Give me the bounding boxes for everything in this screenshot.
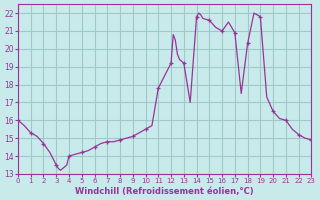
X-axis label: Windchill (Refroidissement éolien,°C): Windchill (Refroidissement éolien,°C) <box>76 187 254 196</box>
